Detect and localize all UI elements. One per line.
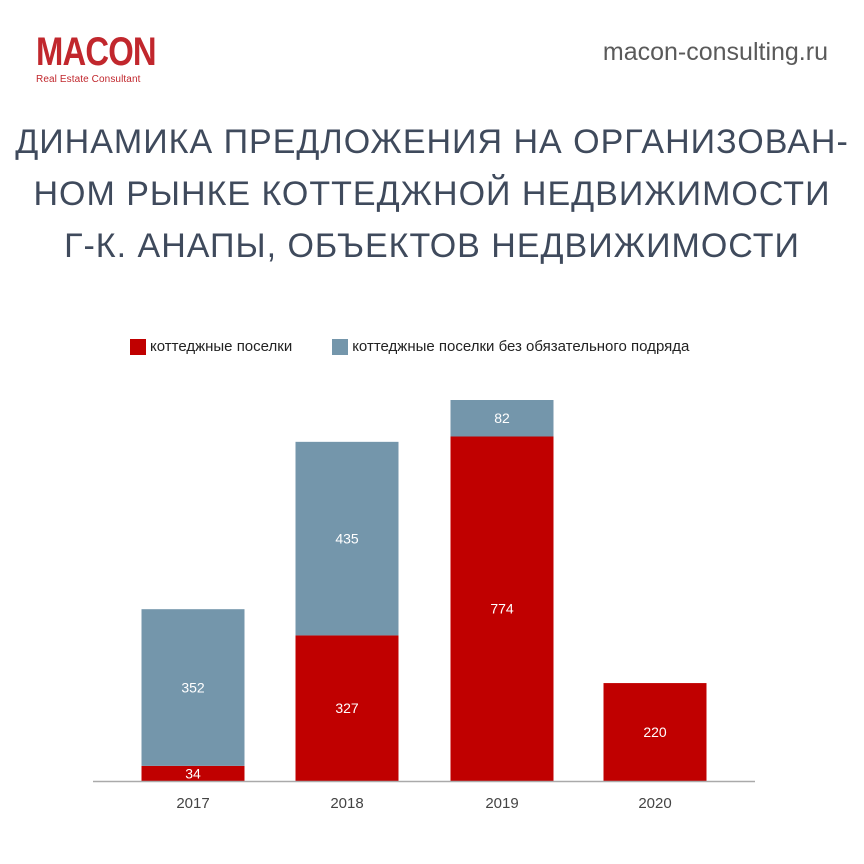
data-label-2019-series-1: 774 — [490, 601, 514, 617]
chart-legend: коттеджные поселки коттеджные поселки бе… — [130, 338, 689, 355]
x-tick-label-2020: 2020 — [638, 795, 671, 812]
legend-label-cottage-villages: коттеджные поселки — [150, 338, 293, 355]
macon-logo: MACON Real Estate Consultant — [36, 32, 182, 85]
data-label-2018-series-1: 327 — [335, 700, 359, 716]
legend-swatch-blue — [332, 338, 349, 355]
x-tick-label-2019: 2019 — [485, 795, 518, 812]
x-tick-label-2018: 2018 — [330, 795, 363, 812]
legend-item-cottage-villages: коттеджные поселки — [130, 338, 292, 355]
legend-swatch-red — [130, 338, 146, 355]
data-label-2017-series-2: 352 — [181, 680, 205, 696]
bar-2020-series-1 — [603, 683, 707, 781]
bar-2018-series-2 — [295, 441, 399, 636]
data-label-2017-series-1: 34 — [185, 765, 201, 781]
data-label-2018-series-2: 435 — [335, 531, 359, 547]
data-label-2019-series-2: 82 — [494, 410, 510, 426]
bar-2019-series-2 — [450, 400, 554, 437]
title-line-3: Г-К. АНАПЫ, ОБЪЕКТОВ НЕДВИЖИМОСТИ — [64, 227, 800, 265]
data-label-2020-series-1: 220 — [643, 724, 667, 740]
x-tick-label-2017: 2017 — [176, 795, 209, 812]
bar-2019-series-1 — [450, 436, 554, 781]
bar-2018-series-1 — [295, 635, 399, 781]
logo-subtitle: Real Estate Consultant — [36, 74, 141, 85]
bar-2017-series-1 — [141, 765, 245, 781]
page-title: ДИНАМИКА ПРЕДЛОЖЕНИЯ НА ОРГАНИЗОВАН- НОМ… — [10, 116, 854, 272]
title-line-2: НОМ РЫНКЕ КОТТЕДЖНОЙ НЕДВИЖИМОСТИ — [33, 175, 831, 213]
legend-label-no-contract: коттеджные поселки без обязательного под… — [352, 338, 690, 355]
title-line-1: ДИНАМИКА ПРЕДЛОЖЕНИЯ НА ОРГАНИЗОВАН- — [15, 123, 849, 161]
website-url: macon-consulting.ru — [602, 38, 828, 66]
logo-text: MACON — [36, 30, 157, 74]
bar-2017-series-2 — [141, 609, 245, 766]
legend-item-no-contract: коттеджные поселки без обязательного под… — [332, 338, 689, 355]
